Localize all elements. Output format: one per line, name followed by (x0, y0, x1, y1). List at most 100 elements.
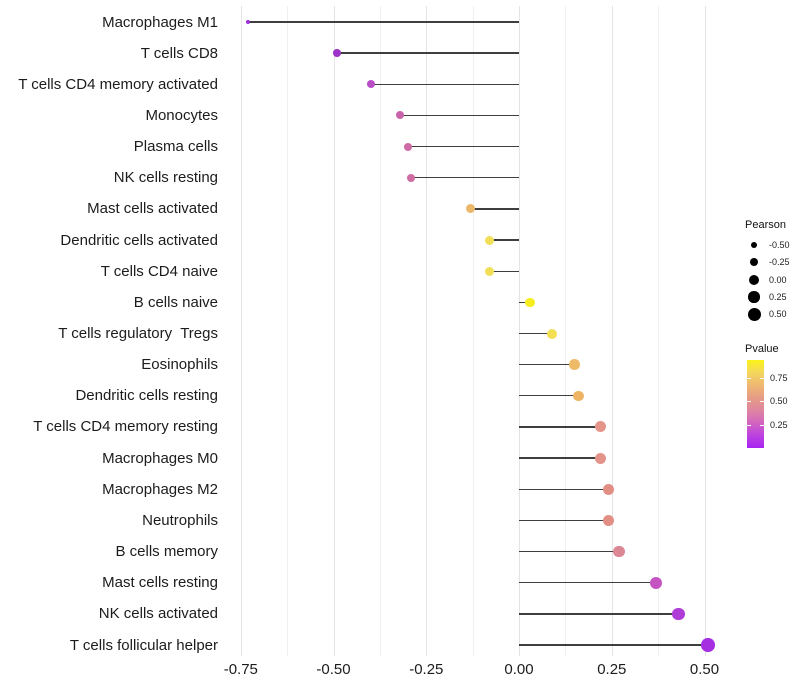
legend-size-dot (750, 258, 758, 267)
lollipop-point (484, 235, 494, 245)
lollipop-point (547, 328, 558, 339)
x-axis-tick-label: 0.50 (689, 661, 720, 678)
colorbar-tick-left (747, 378, 751, 379)
x-axis-tick-label: -0.25 (409, 661, 444, 678)
y-axis-label: T cells CD4 naive (100, 262, 218, 280)
lollipop-stem (519, 582, 657, 584)
x-axis-tick-label: -0.50 (316, 661, 351, 678)
lollipop-point (396, 111, 405, 120)
y-axis-label: Plasma cells (133, 138, 218, 156)
y-axis-label: B cells naive (133, 293, 218, 311)
colorbar-tick-left (747, 401, 751, 402)
y-axis-label: Neutrophils (142, 511, 218, 529)
legend-size-dot (749, 274, 759, 285)
gridline-major (426, 6, 428, 656)
colorbar-tick-left (747, 425, 751, 426)
lollipop-stem (519, 395, 579, 397)
x-axis-tick-label: -0.75 (223, 661, 258, 678)
gridline-minor (658, 6, 660, 656)
lollipop-stem (519, 457, 601, 459)
y-axis-label: Macrophages M0 (102, 449, 218, 467)
lollipop-point (525, 297, 535, 308)
lollipop-point (407, 173, 416, 182)
pvalue-colorbar (747, 360, 764, 448)
legend-size-label: -0.50 (769, 240, 790, 250)
lollipop-stem (519, 519, 609, 522)
y-axis-label: Macrophages M2 (102, 480, 218, 498)
lollipop-stem (489, 270, 519, 272)
lollipop-stem (519, 644, 709, 646)
legend-pvalue-tick-label: 0.25 (770, 420, 788, 430)
y-axis-label: Monocytes (145, 106, 218, 124)
y-axis-label: B cells memory (115, 543, 218, 561)
lollipop-stem (337, 52, 519, 54)
lollipop-stem (407, 145, 519, 148)
lollipop-point (650, 576, 663, 589)
colorbar-tick-right (760, 425, 764, 426)
lollipop-stem (519, 488, 609, 490)
legend-size-label: 0.00 (769, 274, 787, 285)
gridline-major (704, 6, 706, 656)
y-axis-label: Mast cells resting (102, 574, 218, 592)
lollipop-stem (411, 177, 519, 179)
lollipop-point (484, 266, 494, 276)
lollipop-stem (519, 332, 553, 335)
x-axis-tick-label: 0.25 (597, 661, 627, 678)
legend-pvalue-tick-label: 0.50 (770, 396, 788, 406)
lollipop-point (466, 204, 476, 214)
lollipop-stem (519, 363, 575, 366)
lollipop-point (602, 483, 614, 495)
lollipop-point (245, 19, 251, 25)
lollipop-stem (519, 426, 601, 428)
gridline-minor (565, 6, 567, 656)
gridline-minor (472, 6, 474, 656)
lollipop-point (672, 607, 685, 621)
colorbar-tick-right (760, 378, 764, 379)
gridline-major (611, 6, 613, 656)
y-axis-label: Eosinophils (141, 356, 218, 374)
lollipop-point (569, 359, 580, 370)
lollipop-stem (470, 208, 519, 210)
legend-size-label: 0.25 (769, 291, 787, 302)
legend-pvalue-title: Pvalue (745, 343, 779, 355)
lollipop-point (595, 421, 607, 433)
gridline-major (240, 6, 242, 656)
legend-size-label: -0.25 (769, 257, 790, 268)
lollipop-stem (519, 550, 620, 553)
lollipop-stem (400, 114, 519, 117)
y-axis-label: T cells CD4 memory activated (18, 75, 218, 93)
x-axis-tick-label: 0.00 (504, 661, 534, 678)
colorbar-tick-right (760, 401, 764, 402)
legend-pvalue-tick-label: 0.75 (770, 373, 788, 383)
legend-size-dot (748, 291, 760, 303)
lollipop-point (573, 390, 584, 402)
y-axis-label: NK cells activated (98, 605, 218, 623)
lollipop-point (403, 142, 412, 151)
gridline-minor (379, 6, 381, 656)
lollipop-stem (370, 83, 519, 85)
lollipop-point (366, 80, 375, 89)
legend-size-dot (750, 241, 758, 249)
y-axis-label: T cells follicular helper (69, 636, 218, 654)
y-axis-label: NK cells resting (113, 169, 218, 187)
y-axis-label: T cells regulatory Tregs (58, 325, 218, 342)
legend-pearson-title: Pearson (745, 219, 786, 231)
lollipop-point (602, 514, 614, 526)
gridline-major (519, 6, 520, 656)
y-axis-label: Dendritic cells activated (60, 231, 218, 249)
legend-size-label: 0.50 (769, 309, 787, 320)
lollipop-point (613, 545, 625, 558)
lollipop-point (701, 638, 715, 652)
lollipop-point (595, 452, 607, 464)
y-axis-label: Macrophages M1 (102, 13, 218, 31)
y-axis-label: Mast cells activated (87, 200, 218, 218)
gridline-major (333, 6, 335, 656)
lollipop-stem (519, 301, 531, 304)
y-axis-label: T cells CD4 memory resting (33, 418, 218, 436)
legend-size-dot (747, 307, 761, 321)
lollipop-stem (248, 21, 519, 23)
lollipop-stem (519, 613, 679, 615)
lollipop-point (333, 49, 341, 57)
lollipop-stem (489, 239, 519, 241)
